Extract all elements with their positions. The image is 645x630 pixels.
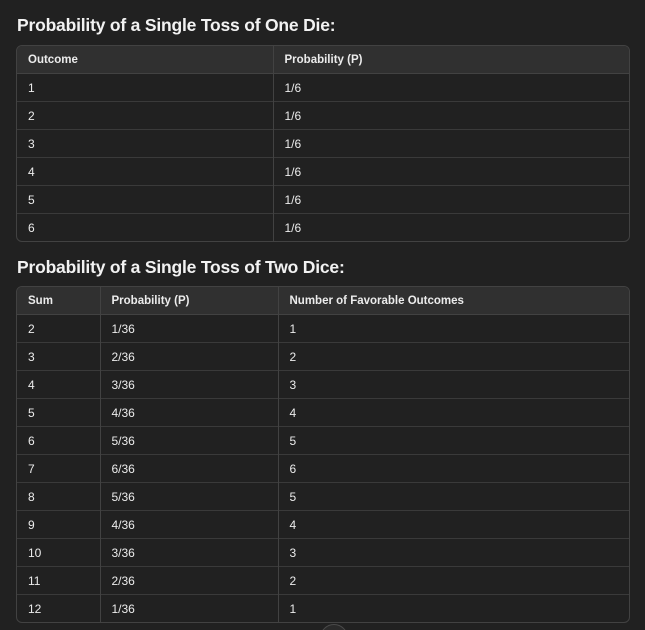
favorable-outcomes-cell: 4 [277, 398, 629, 427]
table-row: 7 6/36 6 [17, 454, 629, 483]
table-row: 6 1/6 [17, 213, 629, 241]
table-row: 2 1/36 1 [17, 314, 629, 343]
probability-cell: 1/6 [272, 157, 629, 186]
probability-cell: 1/6 [272, 213, 629, 241]
sum-cell: 7 [17, 454, 100, 483]
table-row: 4 1/6 [17, 157, 629, 186]
table-row: 2 1/6 [17, 101, 629, 130]
probability-cell: 1/6 [272, 185, 629, 214]
sum-cell: 12 [17, 594, 100, 622]
table-header-row: Sum Probability (P) Number of Favorable … [17, 287, 629, 315]
one-die-table-container: Outcome Probability (P) 1 1/6 2 1/6 3 1/… [16, 45, 630, 242]
outcome-cell: 3 [17, 129, 273, 158]
column-header-probability: Probability (P) [99, 287, 278, 315]
probability-cell: 1/6 [272, 101, 629, 130]
favorable-outcomes-cell: 1 [277, 594, 629, 622]
table-row: 5 1/6 [17, 185, 629, 214]
outcome-cell: 1 [28, 80, 35, 95]
scroll-down-button[interactable] [320, 624, 348, 630]
table-header-row: Outcome Probability (P) [17, 46, 629, 74]
favorable-outcomes-cell: 4 [277, 510, 629, 539]
favorable-outcomes-cell: 2 [277, 342, 629, 371]
column-header-favorable-outcomes: Number of Favorable Outcomes [277, 287, 629, 315]
sum-cell: 11 [17, 566, 100, 595]
favorable-outcomes-cell: 5 [277, 426, 629, 455]
table-row: 5 4/36 4 [17, 398, 629, 427]
sum-cell: 4 [17, 370, 100, 399]
column-header-outcome: Outcome [17, 46, 273, 74]
favorable-outcomes-cell: 3 [277, 370, 629, 399]
probability-cell: 5/36 [99, 426, 278, 455]
table-row: 1 1/6 [17, 73, 629, 102]
probability-cell: 1/6 [272, 73, 629, 102]
table-row: 9 4/36 4 [17, 510, 629, 539]
sum-cell: 2 [28, 321, 35, 336]
sum-cell: 10 [17, 538, 100, 567]
table-row: 10 3/36 3 [17, 538, 629, 567]
table-row: 11 2/36 2 [17, 566, 629, 595]
sum-cell: 8 [17, 482, 100, 511]
outcome-cell: 4 [17, 157, 273, 186]
table-row: 3 2/36 2 [17, 342, 629, 371]
outcome-cell: 5 [17, 185, 273, 214]
probability-cell: 2/36 [99, 566, 278, 595]
favorable-outcomes-cell: 5 [277, 482, 629, 511]
probability-cell: 1/6 [272, 129, 629, 158]
favorable-outcomes-cell: 1 [277, 314, 629, 343]
probability-cell: 2/36 [99, 342, 278, 371]
probability-cell: 5/36 [99, 482, 278, 511]
column-header-sum: Sum [17, 287, 100, 315]
outcome-cell: 2 [17, 101, 273, 130]
probability-cell: 6/36 [99, 454, 278, 483]
section-title-one-die: Probability of a Single Toss of One Die: [17, 15, 336, 35]
sum-cell: 3 [17, 342, 100, 371]
probability-cell: 3/36 [99, 538, 278, 567]
table-row: 8 5/36 5 [17, 482, 629, 511]
table-row: 6 5/36 5 [17, 426, 629, 455]
column-header-probability: Probability (P) [272, 46, 629, 74]
sum-cell: 5 [17, 398, 100, 427]
probability-cell: 1/36 [99, 314, 278, 343]
two-dice-table-container: Sum Probability (P) Number of Favorable … [16, 286, 630, 623]
favorable-outcomes-cell: 2 [277, 566, 629, 595]
table-row: 3 1/6 [17, 129, 629, 158]
favorable-outcomes-cell: 3 [277, 538, 629, 567]
outcome-cell: 6 [17, 213, 273, 241]
sum-cell: 6 [17, 426, 100, 455]
probability-cell: 1/36 [99, 594, 278, 622]
probability-cell: 4/36 [99, 398, 278, 427]
favorable-outcomes-cell: 6 [277, 454, 629, 483]
one-die-probability-table: Outcome Probability (P) 1 1/6 2 1/6 3 1/… [17, 46, 629, 241]
table-row: 4 3/36 3 [17, 370, 629, 399]
two-dice-probability-table: Sum Probability (P) Number of Favorable … [17, 287, 629, 622]
section-title-two-dice: Probability of a Single Toss of Two Dice… [17, 257, 345, 277]
probability-cell: 4/36 [99, 510, 278, 539]
probability-cell: 3/36 [99, 370, 278, 399]
sum-cell: 9 [17, 510, 100, 539]
table-row: 12 1/36 1 [17, 594, 629, 622]
